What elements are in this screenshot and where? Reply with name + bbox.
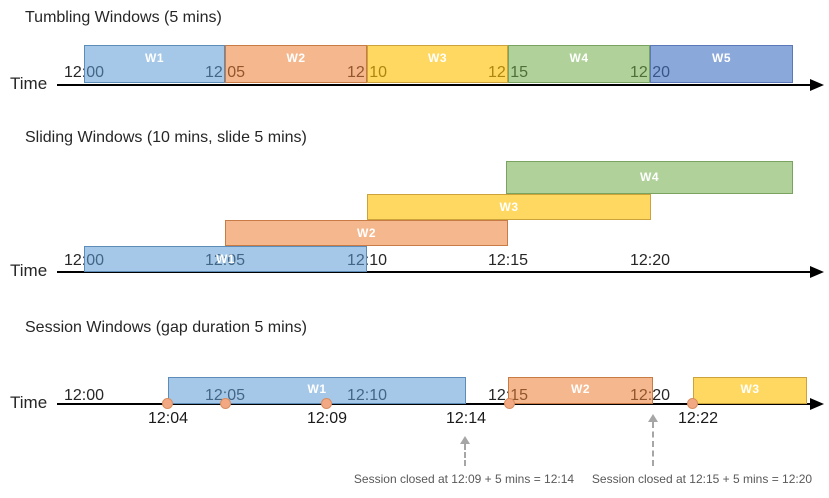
time-axis <box>57 403 812 405</box>
axis-arrowhead-icon <box>810 398 824 410</box>
event-time-label: 12:22 <box>677 410 719 427</box>
session-close-arrow-stem <box>652 422 654 466</box>
time-axis <box>57 84 812 86</box>
window-label: W1 <box>216 252 235 266</box>
session-close-arrow-icon <box>460 436 470 444</box>
tumbling-window-w3: W3 <box>367 45 508 83</box>
window-label: W3 <box>499 200 519 214</box>
window-label: W4 <box>569 51 589 65</box>
event-time-label: 12:04 <box>147 410 189 427</box>
session-close-annotation: Session closed at 12:09 + 5 mins = 12:14 <box>353 472 575 486</box>
window-label: W1 <box>307 382 327 396</box>
tumbling-window-w4: W4 <box>508 45 650 83</box>
window-label: W4 <box>640 170 659 184</box>
sliding-window-w3: W3 <box>367 194 651 220</box>
window-label: W3 <box>428 51 447 65</box>
window-label: W2 <box>357 226 376 240</box>
tick-label: 12:15 <box>487 252 529 269</box>
session-window-w2: W2 <box>508 377 653 404</box>
event-dot <box>321 398 332 409</box>
axis-arrowhead-icon <box>810 79 824 91</box>
window-label: W5 <box>712 51 731 65</box>
event-time-label: 12:09 <box>306 410 348 427</box>
sliding-section-title: Sliding Windows (10 mins, slide 5 mins) <box>25 129 307 146</box>
tumbling-section-title: Tumbling Windows (5 mins) <box>25 9 222 26</box>
session-window-w3: W3 <box>693 377 807 404</box>
window-label: W1 <box>145 51 164 65</box>
time-axis-label: Time <box>10 261 48 280</box>
tumbling-window-w2: W2 <box>225 45 367 83</box>
window-label: W3 <box>740 382 760 396</box>
time-axis-label: Time <box>10 393 48 412</box>
session-close-annotation: Session closed at 12:15 + 5 mins = 12:20 <box>591 472 813 486</box>
axis-arrowhead-icon <box>810 266 824 278</box>
tumbling-window-w1: W1 <box>84 45 225 83</box>
session-window-w1: W1 <box>168 377 466 404</box>
tick-label: 12:20 <box>629 252 671 269</box>
session-close-arrow-stem <box>464 444 466 466</box>
event-dot <box>504 398 515 409</box>
event-dot <box>220 398 231 409</box>
session-section-title: Session Windows (gap duration 5 mins) <box>25 319 307 336</box>
window-label: W2 <box>571 382 590 396</box>
window-label: W2 <box>286 51 306 65</box>
sliding-window-w4: W4 <box>506 161 793 194</box>
event-time-label: 12:14 <box>445 410 487 427</box>
sliding-window-w2: W2 <box>225 220 508 246</box>
tick-label: 12:00 <box>63 387 105 404</box>
time-axis <box>57 271 812 273</box>
event-dot <box>162 398 173 409</box>
event-dot <box>687 398 698 409</box>
time-axis-label: Time <box>10 74 48 93</box>
session-close-arrow-icon <box>648 414 658 422</box>
sliding-window-w1: W1 <box>84 246 367 272</box>
tumbling-window-w5: W5 <box>650 45 793 83</box>
